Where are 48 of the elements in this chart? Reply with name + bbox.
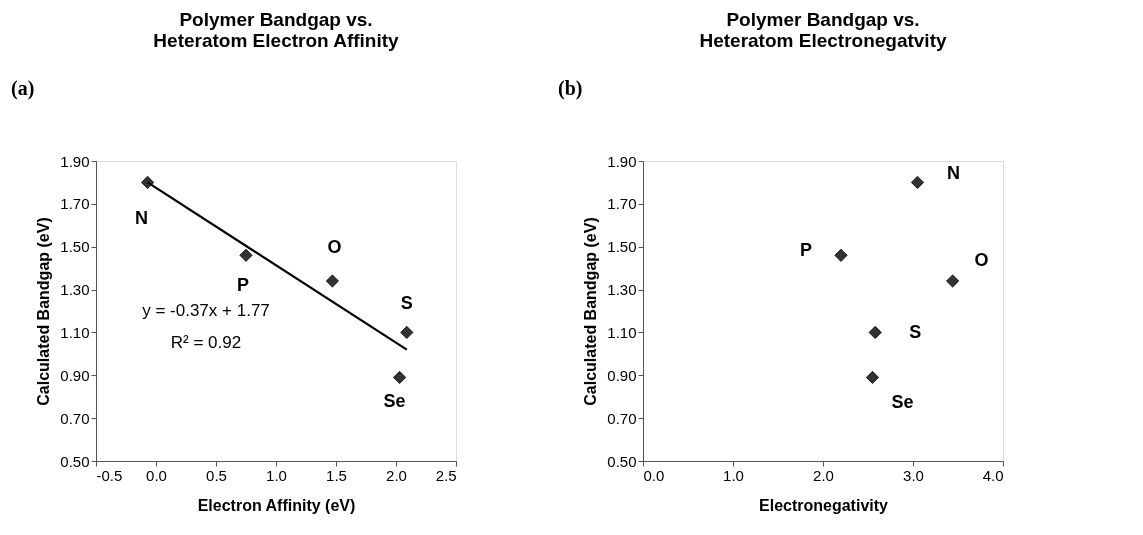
- y-axis-title: Calculated Bandgap (eV): [582, 217, 600, 406]
- x-tick-label: 0.0: [643, 466, 665, 484]
- chart-title: Polymer Bandgap vs. Heteratom Electronegatvity: [699, 9, 947, 51]
- y-tick-label: 0.70: [60, 409, 90, 427]
- annotation: S: [909, 322, 922, 343]
- annotation: N: [135, 208, 149, 229]
- y-tick-label: 1.30: [60, 281, 90, 299]
- x-axis-title: Electronegativity: [759, 496, 889, 514]
- x-tick-label: 1.0: [266, 466, 287, 484]
- y-tick-label: 1.70: [607, 195, 637, 213]
- y-tick-label: 1.10: [607, 323, 637, 341]
- y-tick-label: 0.70: [607, 409, 637, 427]
- annotation: S: [400, 293, 413, 314]
- x-tick-label: 0.5: [206, 466, 227, 484]
- annotation: P: [799, 240, 813, 261]
- y-axis-title: Calculated Bandgap (eV): [35, 217, 53, 406]
- y-tick-label: 0.50: [60, 452, 90, 470]
- annotation: O: [327, 237, 342, 257]
- y-tick-label: 1.30: [607, 281, 637, 299]
- annotation: y = -0.37x + 1.77: [142, 301, 270, 320]
- x-tick-label: 2.5: [435, 466, 457, 484]
- x-tick-label: 0.0: [146, 466, 167, 484]
- y-tick-label: 0.90: [60, 366, 90, 384]
- chart-title: Polymer Bandgap vs. Heteratom Electron Affinity: [153, 9, 400, 51]
- annotation: Se: [383, 391, 406, 412]
- y-tick-label: 0.50: [607, 452, 637, 470]
- annotation: P: [236, 275, 250, 296]
- text: (a): [11, 77, 35, 100]
- x-tick-label: 3.0: [903, 466, 924, 484]
- y-tick-label: 1.90: [607, 152, 637, 170]
- annotation: O: [974, 250, 989, 270]
- x-tick-label: 2.0: [813, 466, 834, 484]
- y-tick-label: 0.90: [607, 366, 637, 384]
- y-tick-label: 1.10: [60, 323, 90, 341]
- y-tick-label: 1.50: [60, 238, 90, 256]
- x-tick-label: 2.0: [386, 466, 407, 484]
- y-tick-label: 1.70: [60, 195, 90, 213]
- y-tick-label: 1.90: [60, 152, 90, 170]
- x-tick-label: 1.0: [723, 466, 744, 484]
- x-tick-label: -0.5: [96, 466, 123, 484]
- annotation: N: [947, 163, 960, 184]
- y-tick-label: 1.50: [607, 238, 637, 256]
- x-axis-title: Electron Affinity (eV): [197, 496, 356, 514]
- annotation: Se: [891, 392, 914, 413]
- x-tick-label: 1.5: [326, 466, 347, 484]
- text: (b): [558, 77, 583, 100]
- annotation: R² = 0.92: [170, 333, 242, 352]
- x-tick-label: 4.0: [982, 466, 1004, 484]
